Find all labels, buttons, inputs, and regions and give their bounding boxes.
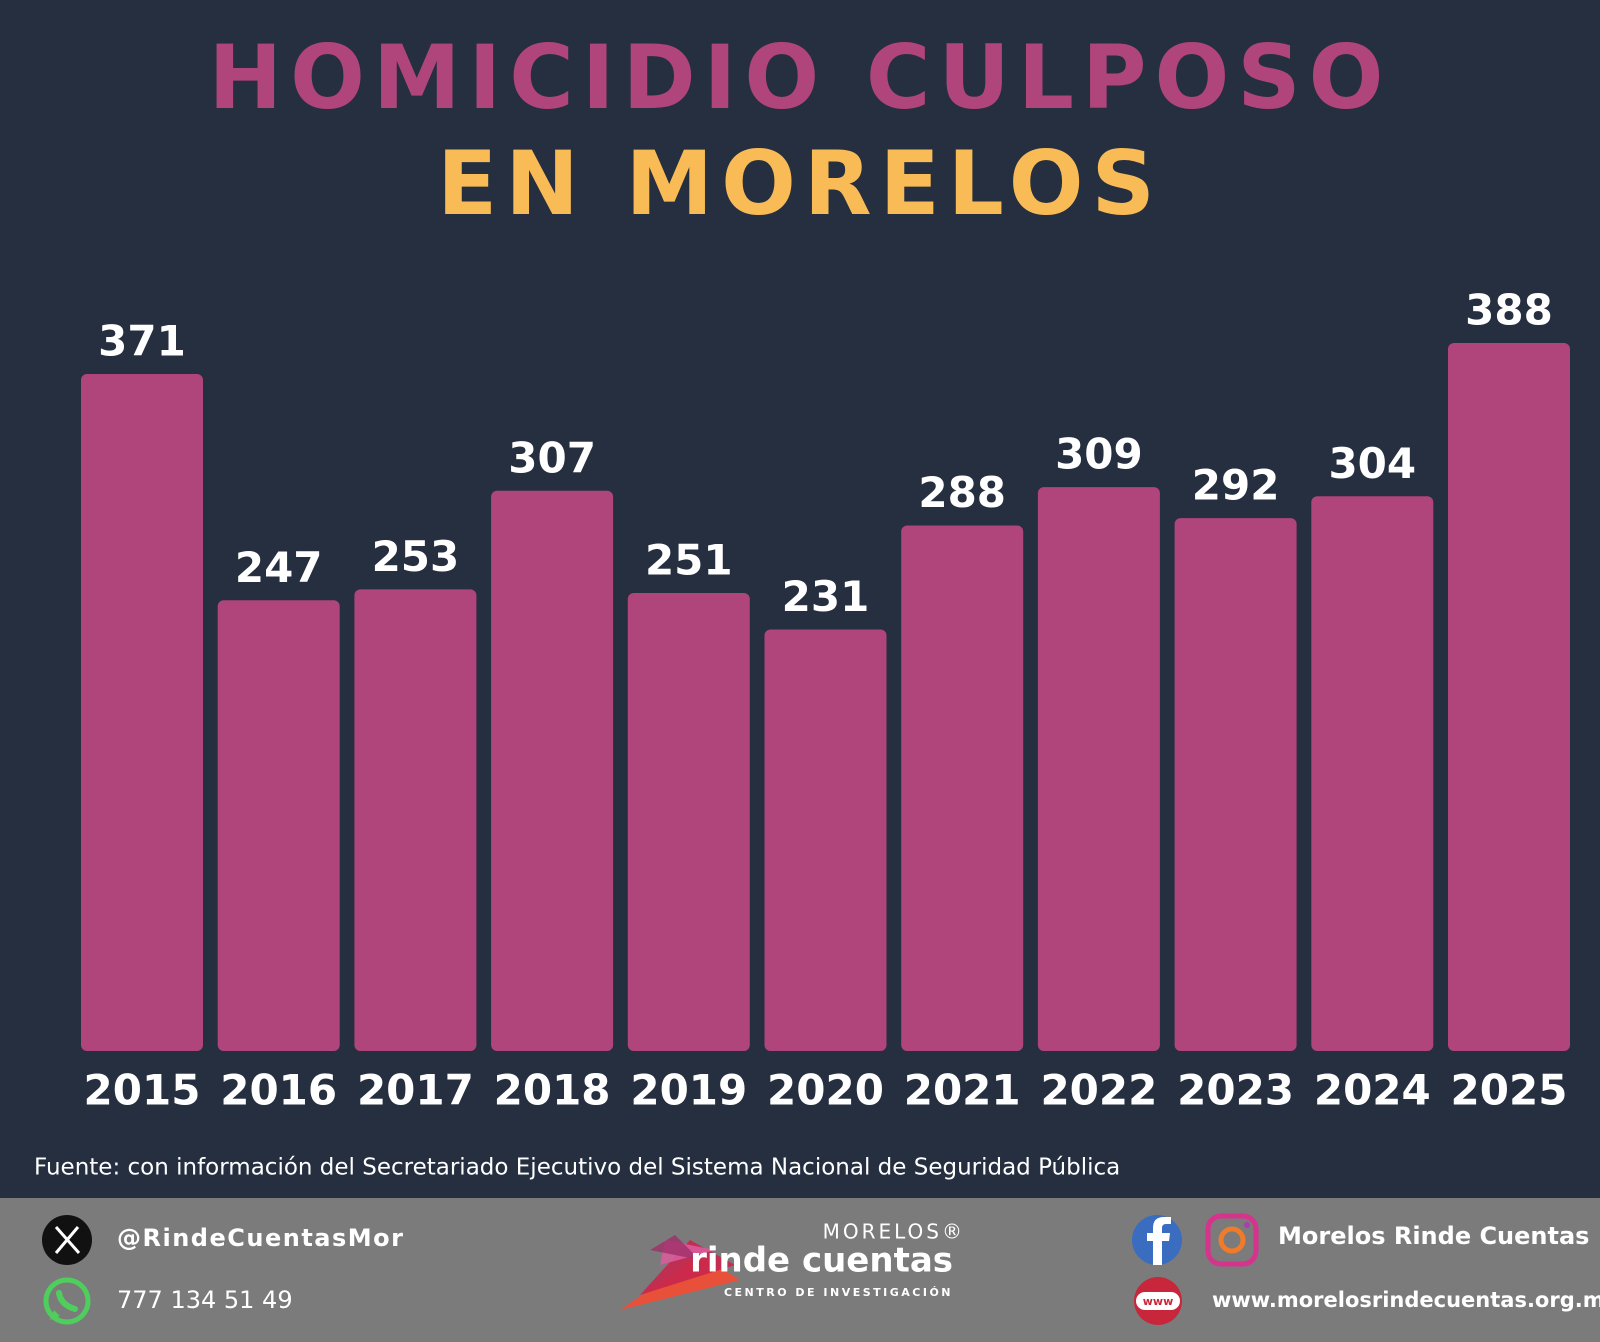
x-tick-label: 2017 bbox=[357, 1066, 474, 1115]
x-tick-label: 2023 bbox=[1177, 1066, 1294, 1115]
x-tick-label: 2015 bbox=[84, 1066, 201, 1115]
twitter-handle: @RindeCuentasMor bbox=[117, 1224, 404, 1252]
x-tick-label: 2020 bbox=[767, 1066, 884, 1115]
website: www.morelosrindecuentas.org.mx bbox=[1212, 1288, 1600, 1312]
web-icon bbox=[1134, 1277, 1182, 1325]
footer-band bbox=[0, 1198, 1600, 1342]
bar bbox=[491, 490, 614, 1051]
bar bbox=[1037, 487, 1160, 1051]
chart-title: HOMICIDIO CULPOSO bbox=[209, 26, 1392, 129]
chart-subtitle: EN MORELOS bbox=[437, 132, 1163, 235]
value-label: 231 bbox=[782, 572, 870, 621]
bar bbox=[217, 600, 340, 1051]
value-label: 307 bbox=[508, 433, 596, 482]
bar bbox=[1448, 343, 1570, 1051]
bar bbox=[354, 589, 477, 1051]
logo-mark bbox=[620, 1235, 740, 1310]
x-tick-label: 2019 bbox=[630, 1066, 747, 1115]
facebook-icon bbox=[1132, 1215, 1182, 1265]
value-label: 251 bbox=[645, 535, 733, 584]
whatsapp-icon bbox=[43, 1277, 91, 1325]
value-label: 288 bbox=[918, 468, 1006, 517]
logo-main: rinde cuentas bbox=[690, 1241, 953, 1281]
value-label: 388 bbox=[1465, 286, 1553, 335]
phone: 777 134 51 49 bbox=[117, 1286, 293, 1314]
value-label: 253 bbox=[372, 532, 460, 581]
bar bbox=[81, 374, 203, 1051]
value-label: 247 bbox=[235, 543, 323, 592]
x-tick-label: 2022 bbox=[1040, 1066, 1157, 1115]
x-tick-label: 2025 bbox=[1451, 1066, 1568, 1115]
x-tick-label: 2016 bbox=[220, 1066, 337, 1115]
value-label: 309 bbox=[1055, 430, 1143, 479]
value-label: 292 bbox=[1192, 461, 1280, 510]
x-tick-label: 2024 bbox=[1314, 1066, 1431, 1115]
x-tick-label: 2018 bbox=[494, 1066, 611, 1115]
social-name: Morelos Rinde Cuentas bbox=[1278, 1222, 1589, 1250]
value-label: 371 bbox=[98, 317, 186, 366]
bar bbox=[627, 592, 750, 1051]
value-label: 304 bbox=[1328, 439, 1416, 488]
logo-top: MORELOS® bbox=[823, 1220, 965, 1244]
x-tick-label: 2021 bbox=[904, 1066, 1021, 1115]
bar bbox=[1174, 518, 1297, 1051]
bar bbox=[764, 629, 887, 1051]
bar bbox=[1311, 496, 1434, 1052]
source-note: Fuente: con información del Secretariado… bbox=[34, 1155, 1120, 1181]
web-icon-label: www bbox=[1143, 1295, 1174, 1308]
x-icon bbox=[42, 1215, 92, 1265]
bar bbox=[901, 525, 1024, 1051]
instagram-icon bbox=[1205, 1213, 1259, 1267]
logo-sub: CENTRO DE INVESTIGACIÓN bbox=[724, 1286, 953, 1299]
